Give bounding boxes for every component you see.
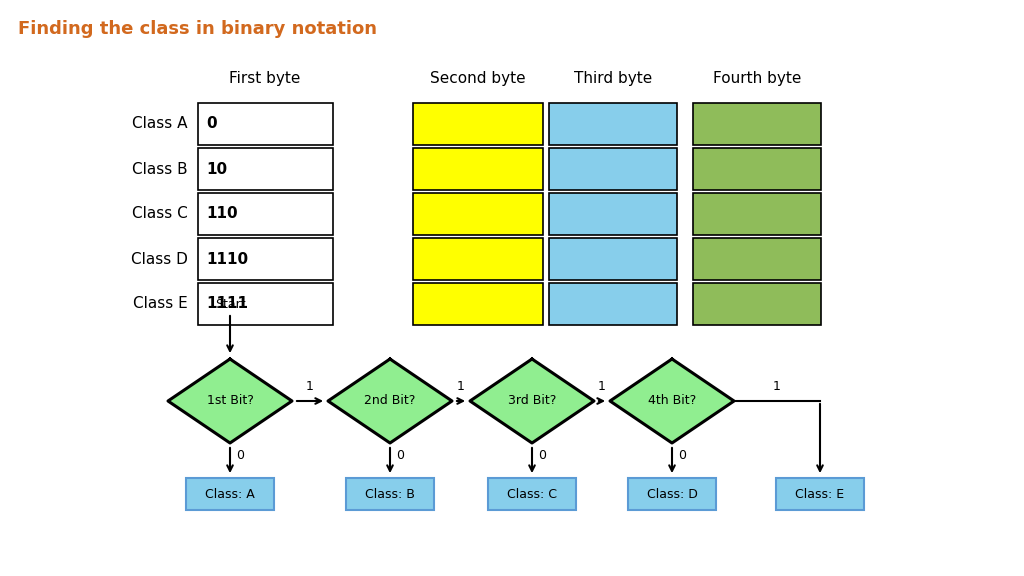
Bar (488, 478, 575, 510)
Bar (413, 283, 543, 325)
Bar (693, 148, 821, 190)
Text: Class E: Class E (133, 297, 188, 312)
Text: 110: 110 (206, 207, 238, 222)
Bar (198, 193, 333, 235)
Text: 1: 1 (457, 380, 465, 393)
Bar (198, 283, 333, 325)
Text: 0: 0 (236, 449, 244, 462)
Bar (186, 478, 274, 510)
Text: 1st Bit?: 1st Bit? (207, 395, 253, 407)
Bar (549, 103, 677, 145)
Bar (198, 103, 333, 145)
Bar (413, 103, 543, 145)
Text: 2nd Bit?: 2nd Bit? (365, 395, 416, 407)
Text: 4th Bit?: 4th Bit? (648, 395, 696, 407)
Polygon shape (470, 359, 594, 443)
Bar (693, 193, 821, 235)
Text: Second byte: Second byte (430, 71, 525, 86)
Text: Class C: Class C (132, 207, 188, 222)
Bar (413, 148, 543, 190)
Text: Class B: Class B (132, 161, 188, 176)
Bar (346, 478, 434, 510)
Text: 1: 1 (306, 380, 314, 393)
Text: 0: 0 (396, 449, 404, 462)
Bar (628, 478, 716, 510)
Text: Start: Start (215, 298, 246, 311)
Text: Class: E: Class: E (796, 487, 845, 501)
Bar (776, 478, 864, 510)
Bar (413, 238, 543, 280)
Text: 1110: 1110 (206, 252, 248, 267)
Text: 3rd Bit?: 3rd Bit? (508, 395, 556, 407)
Text: 10: 10 (206, 161, 227, 176)
Bar (693, 103, 821, 145)
Text: Class: D: Class: D (646, 487, 697, 501)
Text: Class: A: Class: A (205, 487, 255, 501)
Bar (549, 193, 677, 235)
Text: 0: 0 (678, 449, 686, 462)
Bar (198, 238, 333, 280)
Bar (693, 238, 821, 280)
Text: 0: 0 (206, 116, 217, 131)
Bar (549, 238, 677, 280)
Text: Fourth byte: Fourth byte (713, 71, 801, 86)
Text: Class: C: Class: C (507, 487, 557, 501)
Text: Third byte: Third byte (573, 71, 652, 86)
Polygon shape (328, 359, 452, 443)
Text: 0: 0 (538, 449, 546, 462)
Text: 1: 1 (773, 380, 781, 393)
Text: Finding the class in binary notation: Finding the class in binary notation (18, 20, 377, 38)
Bar (198, 148, 333, 190)
Bar (549, 148, 677, 190)
Text: First byte: First byte (229, 71, 301, 86)
Polygon shape (610, 359, 734, 443)
Bar (693, 283, 821, 325)
Bar (549, 283, 677, 325)
Polygon shape (168, 359, 292, 443)
Text: Class A: Class A (132, 116, 188, 131)
Text: 1111: 1111 (206, 297, 248, 312)
Text: 1: 1 (598, 380, 606, 393)
Bar (413, 193, 543, 235)
Text: Class: B: Class: B (366, 487, 415, 501)
Text: Class D: Class D (131, 252, 188, 267)
